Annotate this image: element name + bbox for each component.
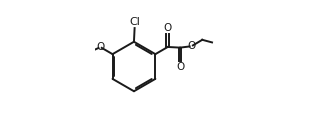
Text: O: O <box>96 42 104 52</box>
Text: O: O <box>176 62 184 72</box>
Text: Cl: Cl <box>129 17 140 27</box>
Text: O: O <box>187 41 195 51</box>
Text: O: O <box>164 23 172 33</box>
